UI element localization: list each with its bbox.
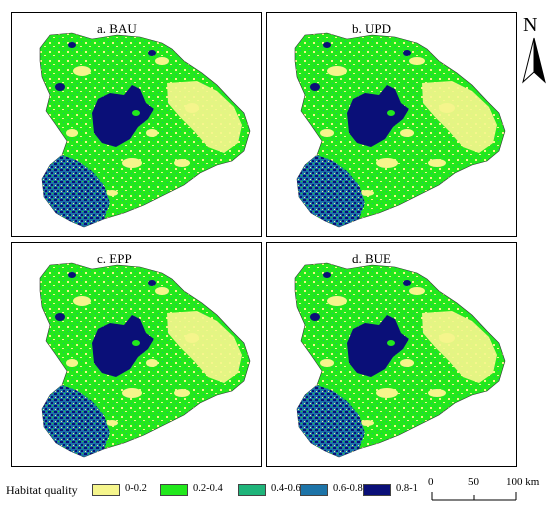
water-body — [403, 50, 411, 56]
low-quality-patch — [327, 296, 347, 306]
habitat-map — [39, 32, 251, 228]
map-panel-b: b. UPD — [266, 12, 517, 237]
water-body — [310, 83, 320, 91]
low-quality-patch — [327, 66, 347, 76]
low-quality-patch — [73, 66, 91, 76]
legend-label: 0.2-0.4 — [193, 483, 223, 494]
habitat-map — [294, 262, 506, 458]
legend-swatch — [92, 484, 120, 496]
scale-tick-label: 50 — [468, 476, 479, 488]
water-body — [403, 280, 411, 286]
legend-label: 0.4-0.6 — [271, 483, 301, 494]
legend-swatch — [160, 484, 188, 496]
panel-label: b. UPD — [352, 21, 392, 36]
low-quality-patch — [376, 158, 398, 168]
panel-label: c. EPP — [97, 251, 132, 266]
low-quality-patch — [73, 296, 91, 306]
north-arrow-icon — [522, 37, 546, 84]
water-body — [148, 280, 156, 286]
lake-island — [132, 340, 140, 346]
legend: Habitat quality 0-0.2 0.2-0.4 0.4-0.6 0.… — [0, 476, 430, 504]
scale-tick-label: 100 km — [506, 476, 540, 488]
low-quality-patch — [428, 389, 446, 397]
forest-zone — [42, 155, 110, 227]
water-body — [68, 272, 76, 278]
legend-label: 0.8-1 — [396, 483, 418, 494]
low-quality-patch — [400, 359, 414, 367]
low-quality-patch — [439, 103, 455, 113]
low-quality-patch — [106, 190, 118, 196]
low-quality-patch — [360, 420, 374, 426]
forest-zone — [42, 385, 110, 457]
low-quality-patch — [174, 389, 190, 397]
low-quality-patch — [66, 129, 78, 137]
low-quality-patch — [155, 287, 169, 295]
low-quality-zone — [167, 81, 242, 153]
scale-tick-label: 0 — [428, 476, 434, 488]
map-panel-c: c. EPP — [11, 242, 262, 467]
lake — [347, 315, 409, 377]
lake-island — [132, 110, 140, 116]
low-quality-patch — [106, 420, 118, 426]
low-quality-patch — [320, 129, 334, 137]
legend-label: 0.6-0.8 — [333, 483, 363, 494]
legend-swatch — [300, 484, 328, 496]
low-quality-patch — [122, 388, 142, 398]
low-quality-patch — [146, 359, 158, 367]
low-quality-patch — [428, 159, 446, 167]
low-quality-zone — [167, 311, 242, 383]
water-body — [310, 313, 320, 321]
lake-island — [387, 110, 395, 116]
lake-island — [387, 340, 395, 346]
water-body — [55, 313, 65, 321]
low-quality-patch — [155, 57, 169, 65]
low-quality-patch — [439, 333, 455, 343]
low-quality-patch — [409, 287, 425, 295]
lake — [347, 85, 409, 147]
habitat-map — [39, 262, 251, 458]
north-letter: N — [523, 14, 538, 36]
low-quality-patch — [409, 57, 425, 65]
north-arrow: N — [519, 14, 547, 86]
low-quality-patch — [66, 359, 78, 367]
water-body — [323, 272, 331, 278]
low-quality-zone — [422, 81, 497, 153]
low-quality-patch — [146, 129, 158, 137]
lake — [92, 85, 154, 147]
low-quality-patch — [122, 158, 142, 168]
legend-swatch — [363, 484, 391, 496]
scale-bar: 0 50 100 km — [428, 476, 546, 506]
panel-label: a. BAU — [97, 21, 137, 36]
map-panel-d: d. BUE — [266, 242, 517, 467]
forest-zone — [297, 155, 365, 227]
panel-label: d. BUE — [352, 251, 391, 266]
low-quality-zone — [422, 311, 497, 383]
low-quality-patch — [360, 190, 374, 196]
water-body — [68, 42, 76, 48]
water-body — [55, 83, 65, 91]
low-quality-patch — [376, 388, 398, 398]
legend-swatch — [238, 484, 266, 496]
low-quality-patch — [174, 159, 190, 167]
water-body — [148, 50, 156, 56]
forest-zone — [297, 385, 365, 457]
low-quality-patch — [320, 359, 334, 367]
water-body — [323, 42, 331, 48]
legend-title: Habitat quality — [6, 483, 78, 497]
map-panel-a: a. BAU — [11, 12, 262, 237]
habitat-map — [294, 32, 506, 228]
scale-bar-line — [431, 492, 517, 501]
low-quality-patch — [185, 103, 199, 113]
lake — [92, 315, 154, 377]
legend-label: 0-0.2 — [125, 483, 147, 494]
low-quality-patch — [185, 333, 199, 343]
low-quality-patch — [400, 129, 414, 137]
